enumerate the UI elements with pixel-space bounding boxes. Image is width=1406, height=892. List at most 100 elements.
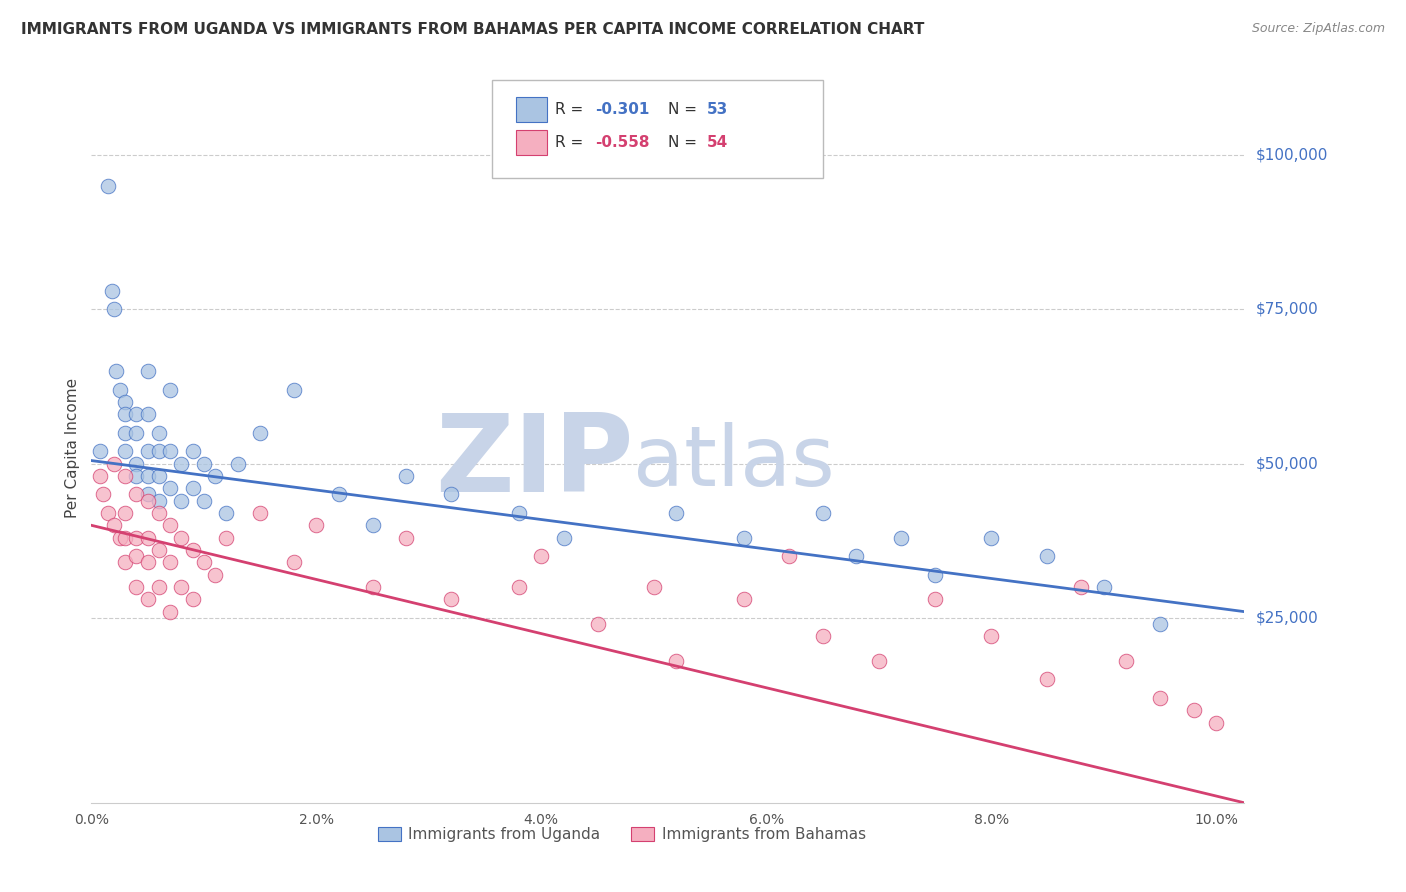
Point — [193, 457, 215, 471]
Point — [105, 364, 128, 378]
Point — [103, 518, 125, 533]
Point — [395, 531, 418, 545]
Point — [136, 555, 159, 569]
Point — [125, 549, 148, 563]
Point — [811, 629, 834, 643]
Point — [136, 592, 159, 607]
Text: N =: N = — [668, 136, 702, 150]
Point — [811, 506, 834, 520]
Point — [181, 481, 204, 495]
Point — [181, 592, 204, 607]
Point — [136, 531, 159, 545]
Point — [1149, 617, 1171, 632]
Point — [136, 487, 159, 501]
Point — [665, 506, 688, 520]
Point — [89, 444, 111, 458]
Point — [125, 487, 148, 501]
Text: ZIP: ZIP — [434, 409, 633, 516]
Point — [193, 493, 215, 508]
Point — [845, 549, 868, 563]
Point — [868, 654, 890, 668]
Point — [530, 549, 553, 563]
Point — [97, 506, 120, 520]
Point — [395, 469, 418, 483]
Point — [125, 425, 148, 440]
Point — [125, 580, 148, 594]
Point — [159, 518, 181, 533]
Point — [103, 302, 125, 317]
Point — [170, 457, 193, 471]
Text: -0.558: -0.558 — [595, 136, 650, 150]
Text: $50,000: $50,000 — [1256, 456, 1319, 471]
Point — [508, 580, 530, 594]
Point — [136, 444, 159, 458]
Point — [89, 469, 111, 483]
Point — [148, 493, 170, 508]
Point — [114, 555, 136, 569]
Point — [440, 592, 463, 607]
Point — [136, 407, 159, 421]
Y-axis label: Per Capita Income: Per Capita Income — [65, 378, 80, 518]
Point — [1092, 580, 1115, 594]
Point — [103, 457, 125, 471]
Point — [148, 580, 170, 594]
Point — [204, 567, 226, 582]
Point — [361, 580, 384, 594]
Point — [181, 444, 204, 458]
Point — [170, 531, 193, 545]
Text: atlas: atlas — [633, 422, 835, 503]
Point — [159, 605, 181, 619]
Point — [114, 444, 136, 458]
Point — [91, 487, 114, 501]
Text: 54: 54 — [707, 136, 728, 150]
Point — [170, 580, 193, 594]
Text: $75,000: $75,000 — [1256, 302, 1319, 317]
Point — [148, 506, 170, 520]
Point — [440, 487, 463, 501]
Point — [305, 518, 328, 533]
Point — [193, 555, 215, 569]
Point — [778, 549, 800, 563]
Text: $25,000: $25,000 — [1256, 610, 1319, 625]
Point — [114, 425, 136, 440]
Point — [249, 506, 271, 520]
Text: 53: 53 — [707, 103, 728, 117]
Point — [125, 531, 148, 545]
Point — [215, 506, 238, 520]
Text: R =: R = — [555, 136, 589, 150]
Point — [733, 592, 755, 607]
Point — [1115, 654, 1137, 668]
Point — [643, 580, 665, 594]
Point — [924, 592, 946, 607]
Point — [890, 531, 912, 545]
Point — [114, 395, 136, 409]
Point — [125, 469, 148, 483]
Point — [1070, 580, 1092, 594]
Text: $100,000: $100,000 — [1256, 148, 1327, 163]
Point — [114, 506, 136, 520]
Point — [328, 487, 350, 501]
Text: R =: R = — [555, 103, 589, 117]
Point — [1036, 549, 1059, 563]
Text: IMMIGRANTS FROM UGANDA VS IMMIGRANTS FROM BAHAMAS PER CAPITA INCOME CORRELATION : IMMIGRANTS FROM UGANDA VS IMMIGRANTS FRO… — [21, 22, 925, 37]
Point — [1036, 673, 1059, 687]
Point — [215, 531, 238, 545]
Point — [148, 543, 170, 558]
Point — [553, 531, 575, 545]
Point — [170, 493, 193, 508]
Point — [125, 407, 148, 421]
Point — [980, 531, 1002, 545]
Point — [980, 629, 1002, 643]
Point — [283, 383, 305, 397]
Point — [283, 555, 305, 569]
Legend: Immigrants from Uganda, Immigrants from Bahamas: Immigrants from Uganda, Immigrants from … — [371, 821, 872, 848]
Point — [159, 383, 181, 397]
Point — [1149, 690, 1171, 705]
Point — [1205, 715, 1227, 730]
Point — [181, 543, 204, 558]
Point — [204, 469, 226, 483]
Text: Source: ZipAtlas.com: Source: ZipAtlas.com — [1251, 22, 1385, 36]
Point — [159, 444, 181, 458]
Point — [108, 383, 131, 397]
Point — [1182, 703, 1205, 717]
